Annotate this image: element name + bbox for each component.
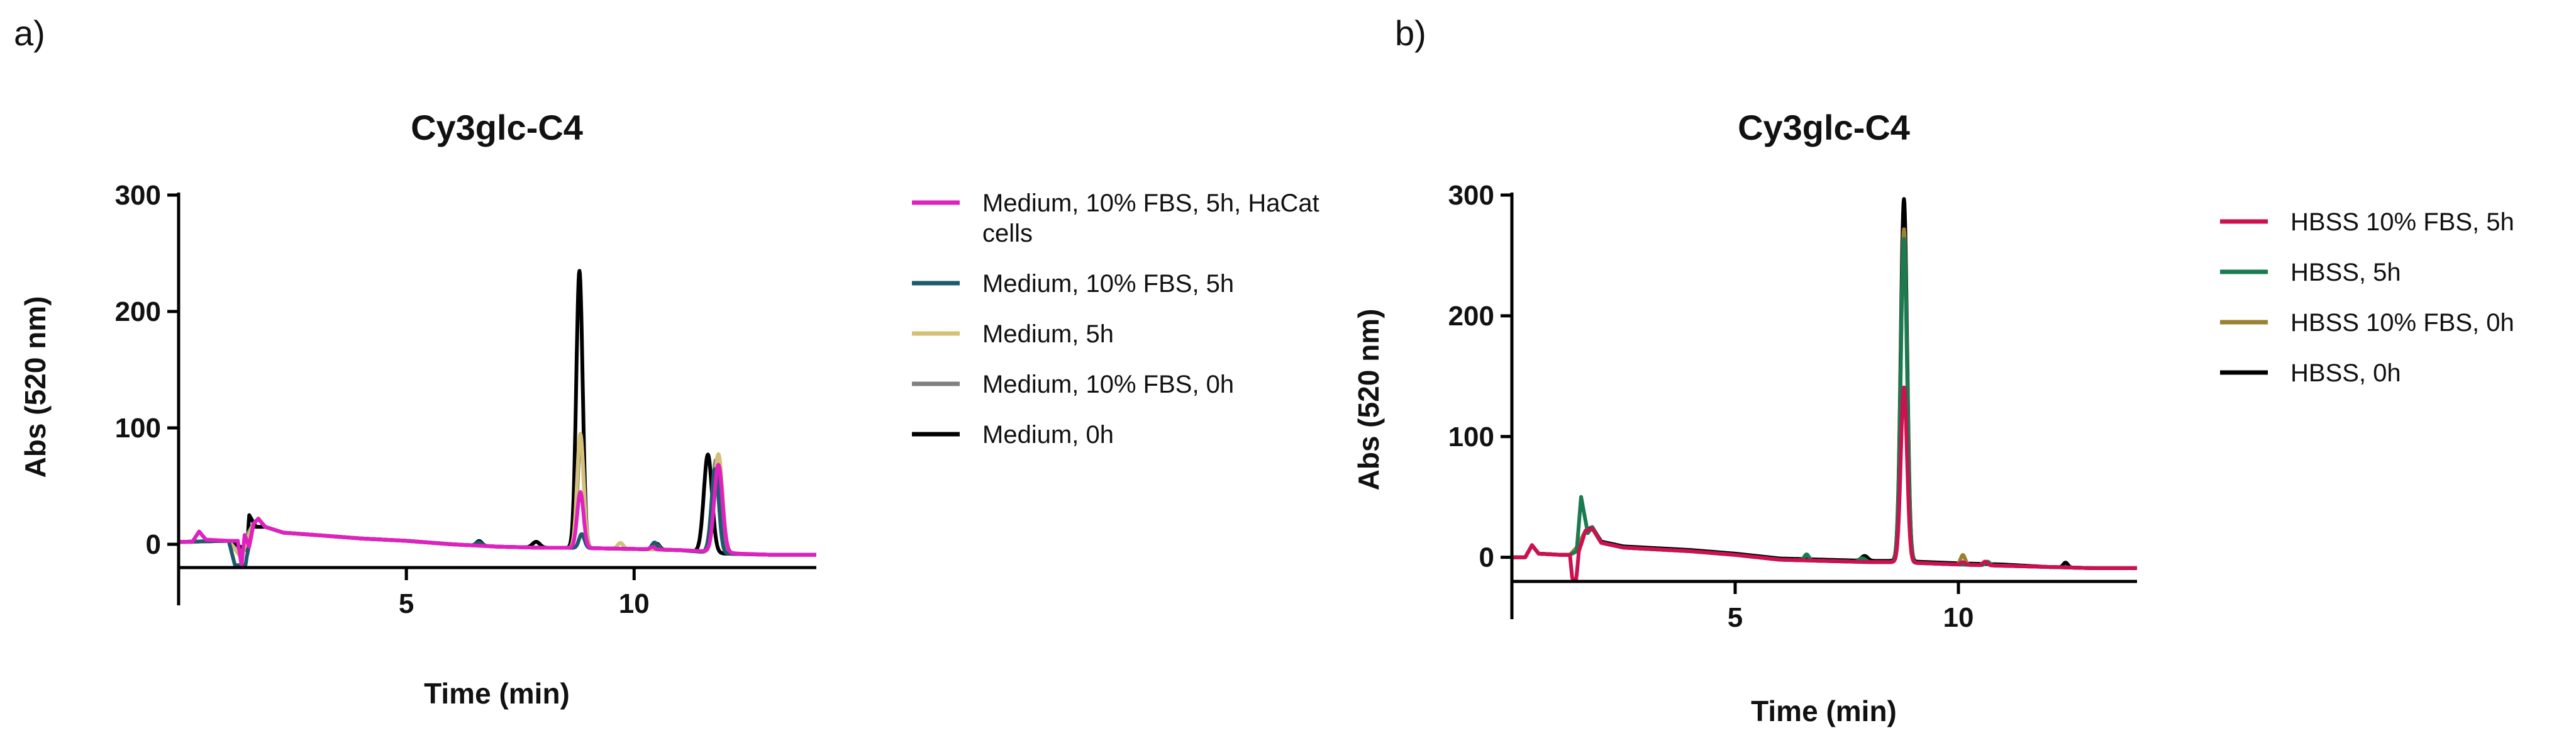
legend-a: Medium, 10% FBS, 5h, HaCat cells Medium, 1… [912,189,1319,449]
series-line-4 [1510,197,2139,570]
plot-area-a: 0 100 200 300 5 10 [115,180,818,619]
y-tick-label: 0 [146,529,161,560]
y-tick-label: 300 [115,180,161,211]
legend-item-4: HBSS, 0h [2220,359,2401,387]
y-tick-label: 0 [1479,542,1494,573]
series-line-2 [1510,237,2139,570]
legend-label: HBSS, 5h [2290,259,2401,286]
legend-label: Medium, 10% FBS, 5h, HaCat cells [982,189,1319,247]
legend-label: HBSS, 0h [2290,359,2401,387]
y-axis-label-b: Abs (520 nm) [1352,309,1385,491]
legend-label: HBSS 10% FBS, 5h [2290,208,2514,236]
legend-item-1: Medium, 10% FBS, 5h, HaCat cells [912,189,1319,247]
panel-label-a: a) [14,13,45,53]
legend-item-4: Medium, 10% FBS, 0h [912,371,1234,398]
y-axis-label-a: Abs (520 nm) [19,296,52,478]
series-line-1 [177,462,818,568]
legend-label: Medium, 5h [982,320,1114,348]
legend-label: Medium, 10% FBS, 5h [982,270,1234,298]
x-tick-label: 10 [619,588,650,619]
legend-item-1: HBSS 10% FBS, 5h [2220,208,2514,236]
legend-item-5: Medium, 0h [912,421,1114,449]
legend-label: Medium, 10% FBS, 0h [982,371,1234,398]
chart-title-b: Cy3glc-C4 [1738,108,1910,147]
y-tick-label: 200 [1448,301,1494,332]
legend-label: Medium, 0h [982,421,1114,449]
panel-label-b: b) [1395,13,1426,53]
series-line-3 [1510,227,2139,570]
y-tick-label: 300 [1448,180,1494,211]
legend-item-2: HBSS, 5h [2220,259,2401,286]
legend-item-3: HBSS 10% FBS, 0h [2220,309,2514,337]
legend-item-3: Medium, 5h [912,320,1114,348]
legend-b: HBSS 10% FBS, 5h HBSS, 5h HBSS 10% FBS, 0h… [2220,208,2514,387]
x-tick-label: 5 [399,588,414,619]
chart-panel-b: b) Cy3glc-C4 Abs (520 nm) Time (min) 0 10… [1352,13,2514,727]
x-tick-label: 10 [1943,602,1974,633]
legend-item-2: Medium, 10% FBS, 5h [912,270,1234,298]
legend-label: HBSS 10% FBS, 0h [2290,309,2514,337]
chart-panel-a: a) Cy3glc-C4 Abs (520 nm) Time (min) 0 10… [14,13,1319,710]
series-line-1 [1510,385,2139,581]
chart-title-a: Cy3glc-C4 [411,108,583,147]
y-tick-label: 100 [115,413,161,444]
y-tick-label: 200 [115,296,161,327]
y-tick-label: 100 [1448,422,1494,452]
x-axis-label-b: Time (min) [1751,695,1897,727]
x-axis-label-a: Time (min) [424,677,570,710]
x-tick-label: 5 [1728,602,1743,633]
plot-area-b: 0 100 200 300 5 10 [1448,180,2139,633]
